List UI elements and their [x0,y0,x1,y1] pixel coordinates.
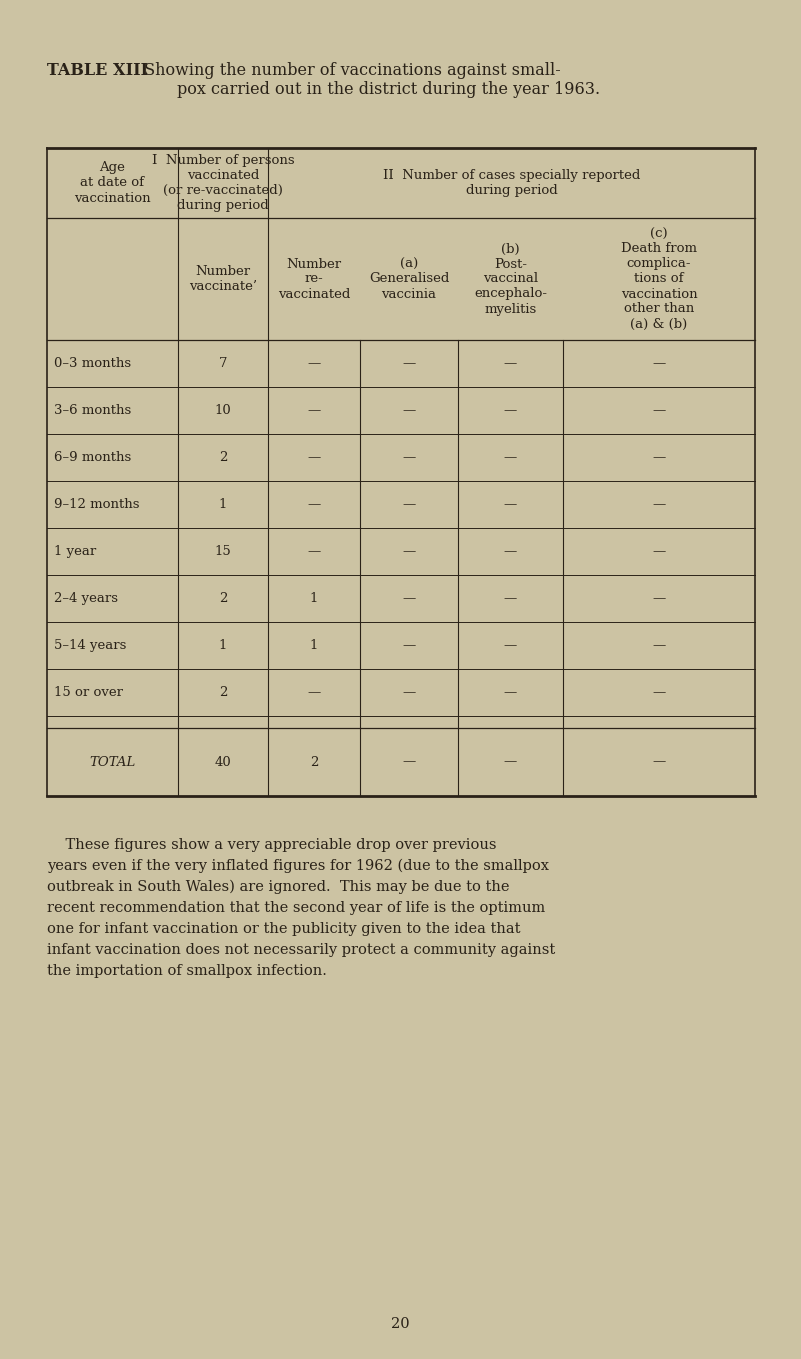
Text: 20: 20 [391,1317,410,1330]
Text: —: — [504,756,517,768]
Text: —: — [504,545,517,559]
Text: —: — [504,404,517,417]
Text: 2: 2 [310,756,318,768]
Text: —: — [652,639,666,652]
Text: —: — [652,756,666,768]
Text: These figures show a very appreciable drop over previous: These figures show a very appreciable dr… [47,839,497,852]
Text: —: — [402,357,416,370]
Text: 9–12 months: 9–12 months [54,497,139,511]
Text: —: — [402,545,416,559]
Text: —: — [402,639,416,652]
Text: years even if the very inflated figures for 1962 (due to the smallpox: years even if the very inflated figures … [47,859,549,874]
Text: 1: 1 [219,639,227,652]
Text: Number
re-
vaccinated: Number re- vaccinated [278,257,350,300]
Text: TABLE XIII: TABLE XIII [47,63,148,79]
Text: —: — [402,686,416,699]
Text: —: — [504,451,517,463]
Text: 40: 40 [215,756,231,768]
Text: II  Number of cases specially reported
during period: II Number of cases specially reported du… [383,169,640,197]
Text: 1: 1 [219,497,227,511]
Text: —: — [652,497,666,511]
Text: Showing the number of vaccinations against small-: Showing the number of vaccinations again… [139,63,561,79]
Text: —: — [308,686,320,699]
Text: —: — [308,545,320,559]
Text: —: — [308,404,320,417]
Text: 5–14 years: 5–14 years [54,639,127,652]
Text: —: — [504,357,517,370]
Text: (a)
Generalised
vaccinia: (a) Generalised vaccinia [368,257,449,300]
Text: (b)
Post-
vaccinal
encephalo-
myelitis: (b) Post- vaccinal encephalo- myelitis [474,242,547,315]
Text: Number
vaccinate’: Number vaccinate’ [189,265,257,294]
Text: —: — [652,357,666,370]
Text: outbreak in South Wales) are ignored.  This may be due to the: outbreak in South Wales) are ignored. Th… [47,881,509,894]
Text: —: — [652,593,666,605]
Text: 3–6 months: 3–6 months [54,404,131,417]
Text: —: — [402,756,416,768]
Text: —: — [504,593,517,605]
Text: 1: 1 [310,639,318,652]
Text: —: — [652,451,666,463]
Text: 1 year: 1 year [54,545,96,559]
Text: 0–3 months: 0–3 months [54,357,131,370]
Text: —: — [504,686,517,699]
Text: 10: 10 [215,404,231,417]
Text: —: — [504,497,517,511]
Text: —: — [402,497,416,511]
Text: infant vaccination does not necessarily protect a community against: infant vaccination does not necessarily … [47,943,555,957]
Text: —: — [652,686,666,699]
Text: 15: 15 [215,545,231,559]
Text: Age
at date of
vaccination: Age at date of vaccination [74,162,151,204]
Text: 1: 1 [310,593,318,605]
Text: recent recommendation that the second year of life is the optimum: recent recommendation that the second ye… [47,901,545,915]
Text: 2–4 years: 2–4 years [54,593,118,605]
Text: —: — [308,357,320,370]
Text: —: — [308,451,320,463]
Text: 15 or over: 15 or over [54,686,123,699]
Text: 7: 7 [219,357,227,370]
Text: 2: 2 [219,451,227,463]
Text: one for infant vaccination or the publicity given to the idea that: one for infant vaccination or the public… [47,921,521,936]
Text: —: — [652,545,666,559]
Text: the importation of smallpox infection.: the importation of smallpox infection. [47,964,327,978]
Text: 6–9 months: 6–9 months [54,451,131,463]
Text: TOTAL: TOTAL [90,756,135,768]
Text: pox carried out in the district during the year 1963.: pox carried out in the district during t… [177,82,600,98]
Text: —: — [402,593,416,605]
Text: —: — [402,451,416,463]
Text: —: — [402,404,416,417]
Text: —: — [308,497,320,511]
Text: I  Number of persons
vaccinated
(or re-vaccinated)
during period: I Number of persons vaccinated (or re-va… [151,154,294,212]
Text: 2: 2 [219,593,227,605]
Text: —: — [652,404,666,417]
Text: 2: 2 [219,686,227,699]
Text: (c)
Death from
complica-
tions of
vaccination
other than
(a) & (b): (c) Death from complica- tions of vaccin… [621,227,698,330]
Text: —: — [504,639,517,652]
